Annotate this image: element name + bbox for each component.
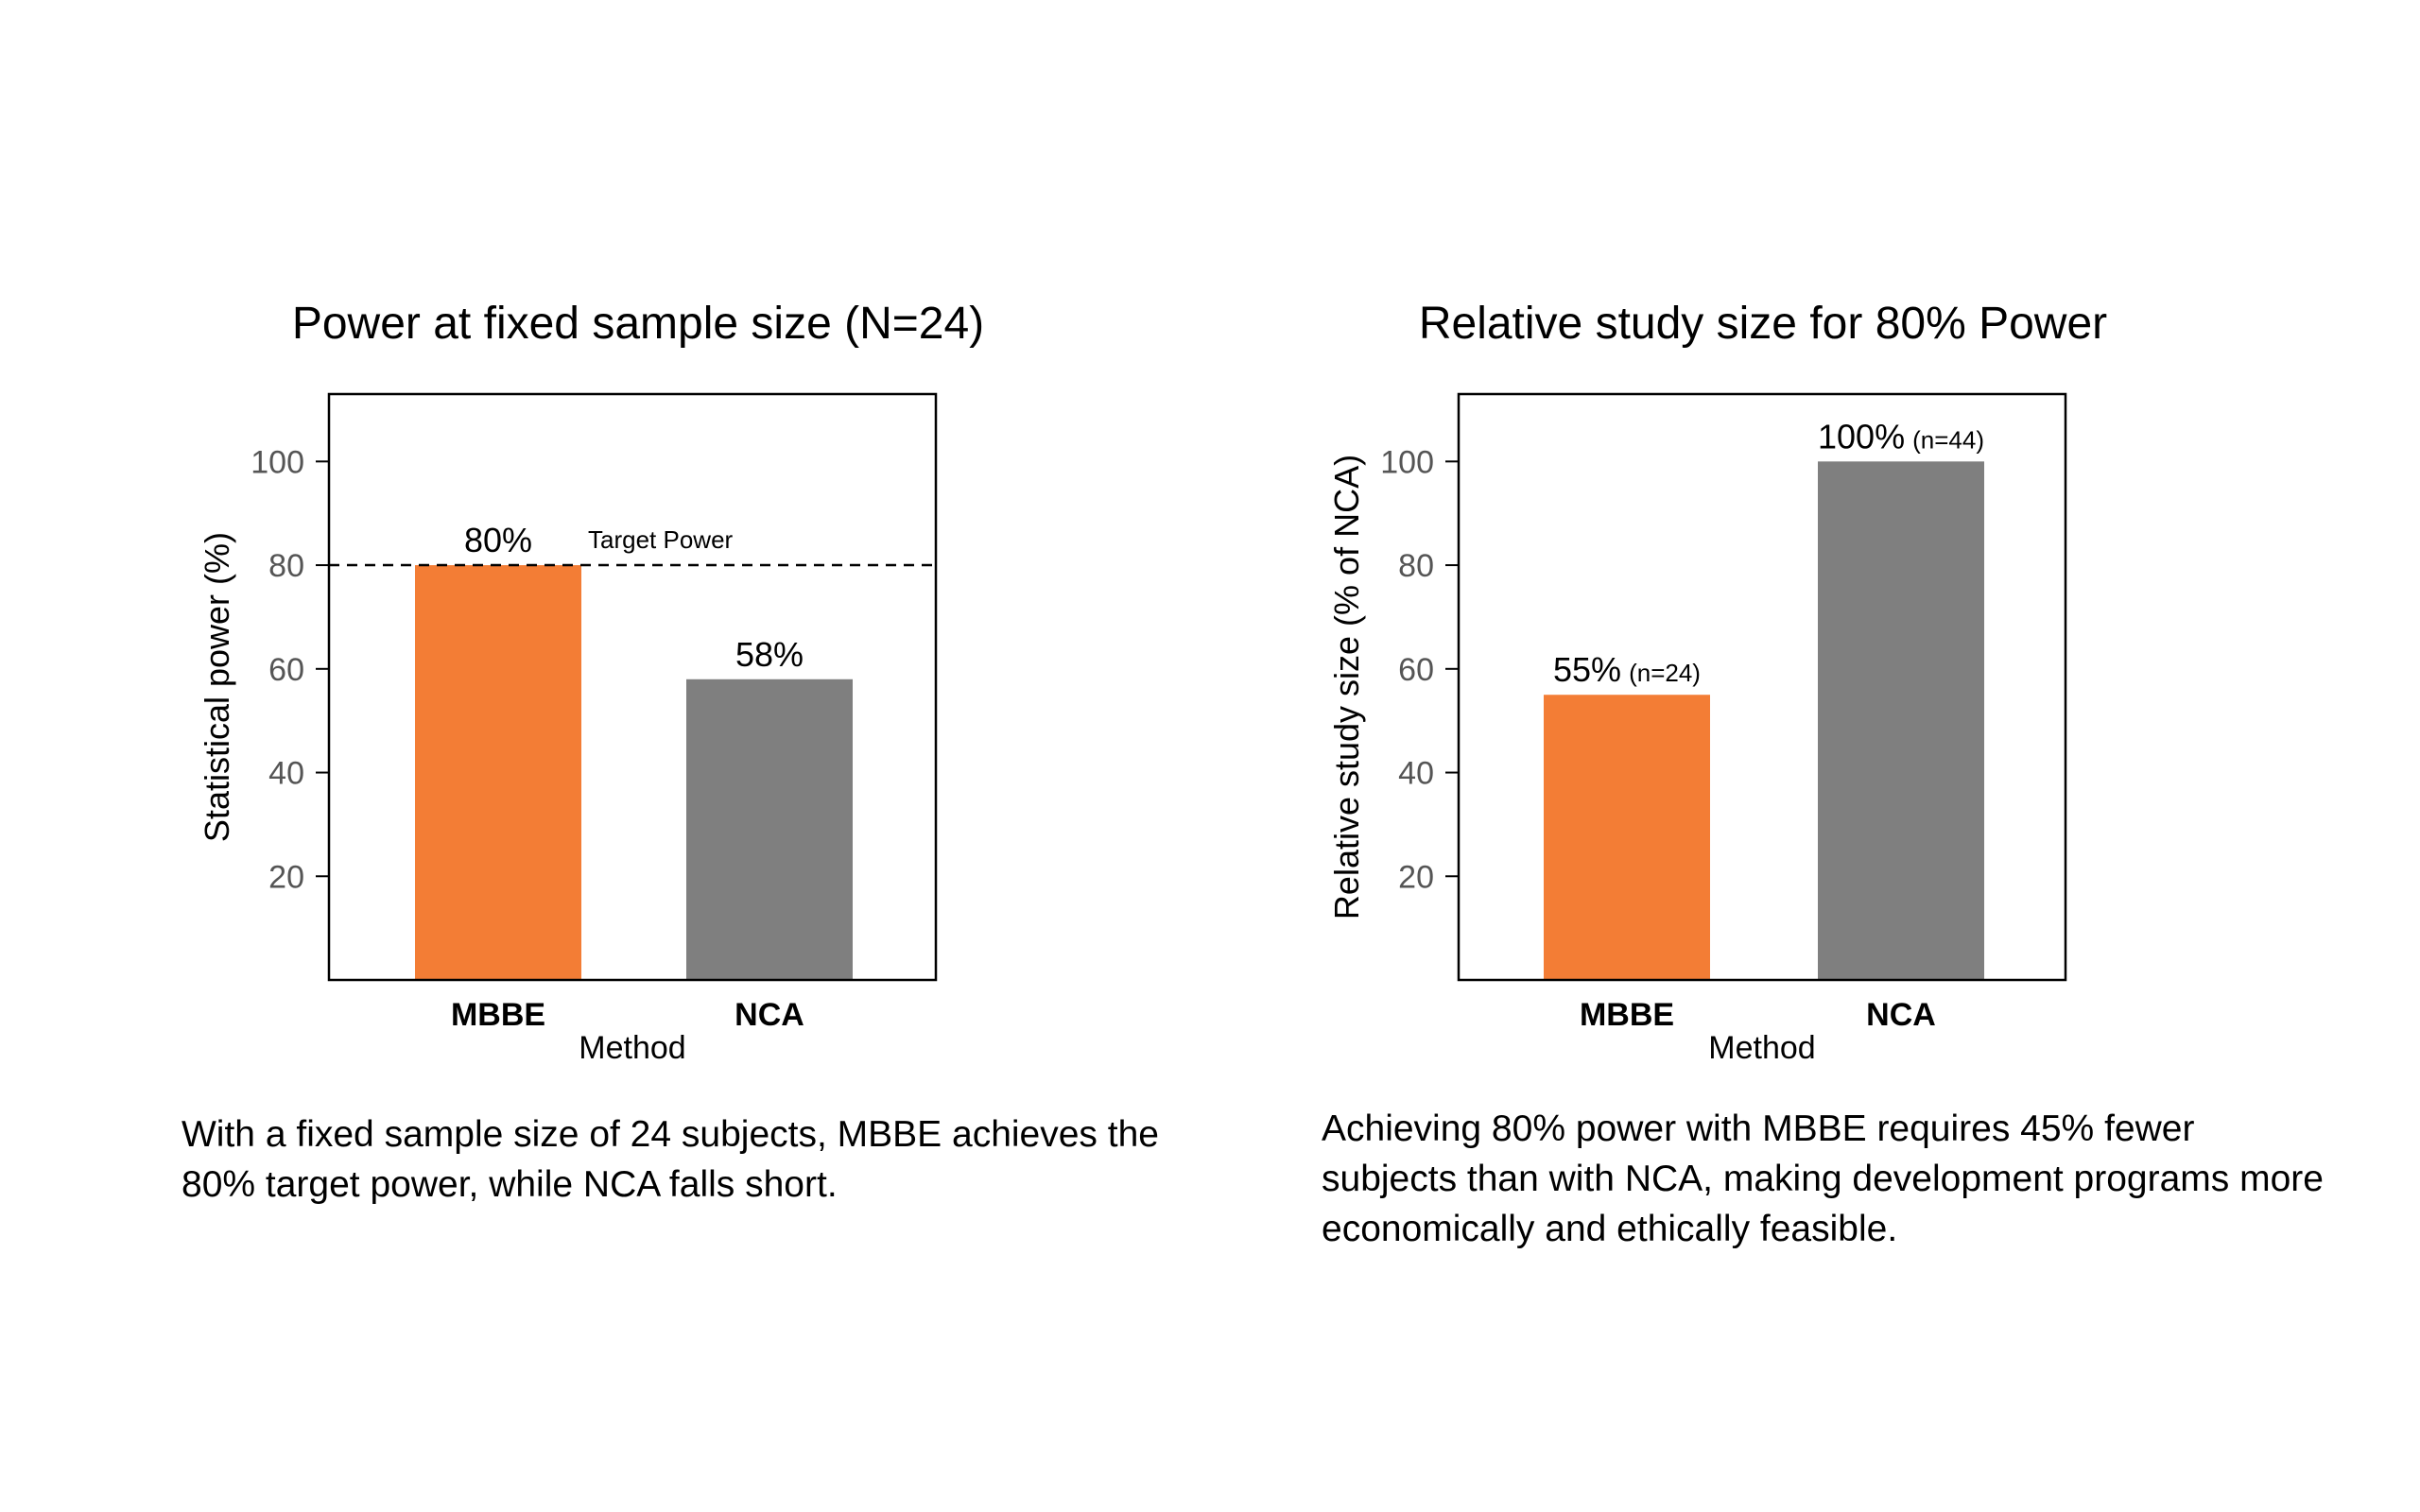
x-tick-label: MBBE	[1580, 997, 1674, 1033]
y-axis-label: Statistical power (%)	[198, 532, 236, 842]
data-label-value: 58%	[735, 635, 804, 674]
data-label: 58%	[735, 635, 804, 674]
y-tick-label: 20	[268, 859, 304, 895]
data-label-value: 100%	[1818, 417, 1905, 455]
reference-line-label: Target Power	[588, 525, 734, 554]
chart-1: Power at fixed sample size (N=24) 80% 58% T…	[198, 299, 984, 1066]
chart-2: Relative study size for 80% Power 55% (n=2…	[1327, 299, 2107, 1066]
plot-frame	[327, 392, 938, 982]
y-tick-label: 100	[251, 444, 304, 480]
x-tick-label: NCA	[735, 997, 804, 1033]
data-label: 55% (n=24)	[1553, 650, 1701, 689]
y-tick-label: 40	[268, 756, 304, 792]
y-tick-label: 80	[1398, 548, 1434, 584]
chart-title: Power at fixed sample size (N=24)	[292, 299, 984, 349]
bar-nca	[686, 679, 853, 980]
data-label-note: (n=24)	[1629, 659, 1701, 687]
y-tick-label: 80	[268, 548, 304, 584]
y-tick-label: 40	[1398, 756, 1434, 792]
bar-mbbe	[415, 565, 581, 980]
data-label: 80%	[464, 521, 532, 559]
y-axis-label: Relative study size (% of NCA)	[1327, 455, 1366, 919]
caption-right: Achieving 80% power with MBBE requires 4…	[1322, 1108, 2324, 1249]
x-axis-label: Method	[579, 1030, 685, 1066]
y-tick-label: 60	[1398, 652, 1434, 688]
chart-title: Relative study size for 80% Power	[1419, 299, 2107, 349]
x-tick-label: MBBE	[451, 997, 545, 1033]
y-tick-label: 60	[268, 652, 304, 688]
plot-frame	[1457, 392, 2067, 982]
data-label-value: 80%	[464, 521, 532, 559]
caption-left: With a fixed sample size of 24 subjects,…	[182, 1114, 1159, 1205]
y-tick-label: 100	[1380, 444, 1434, 480]
x-axis-label: Method	[1708, 1030, 1815, 1066]
y-tick-label: 20	[1398, 859, 1434, 895]
data-label: 100% (n=44)	[1818, 417, 1984, 455]
bar-mbbe	[1544, 695, 1710, 980]
bar-nca	[1818, 461, 1984, 981]
x-tick-label: NCA	[1866, 997, 1936, 1033]
data-label-note: (n=44)	[1912, 425, 1984, 454]
data-label-value: 55%	[1553, 650, 1621, 689]
